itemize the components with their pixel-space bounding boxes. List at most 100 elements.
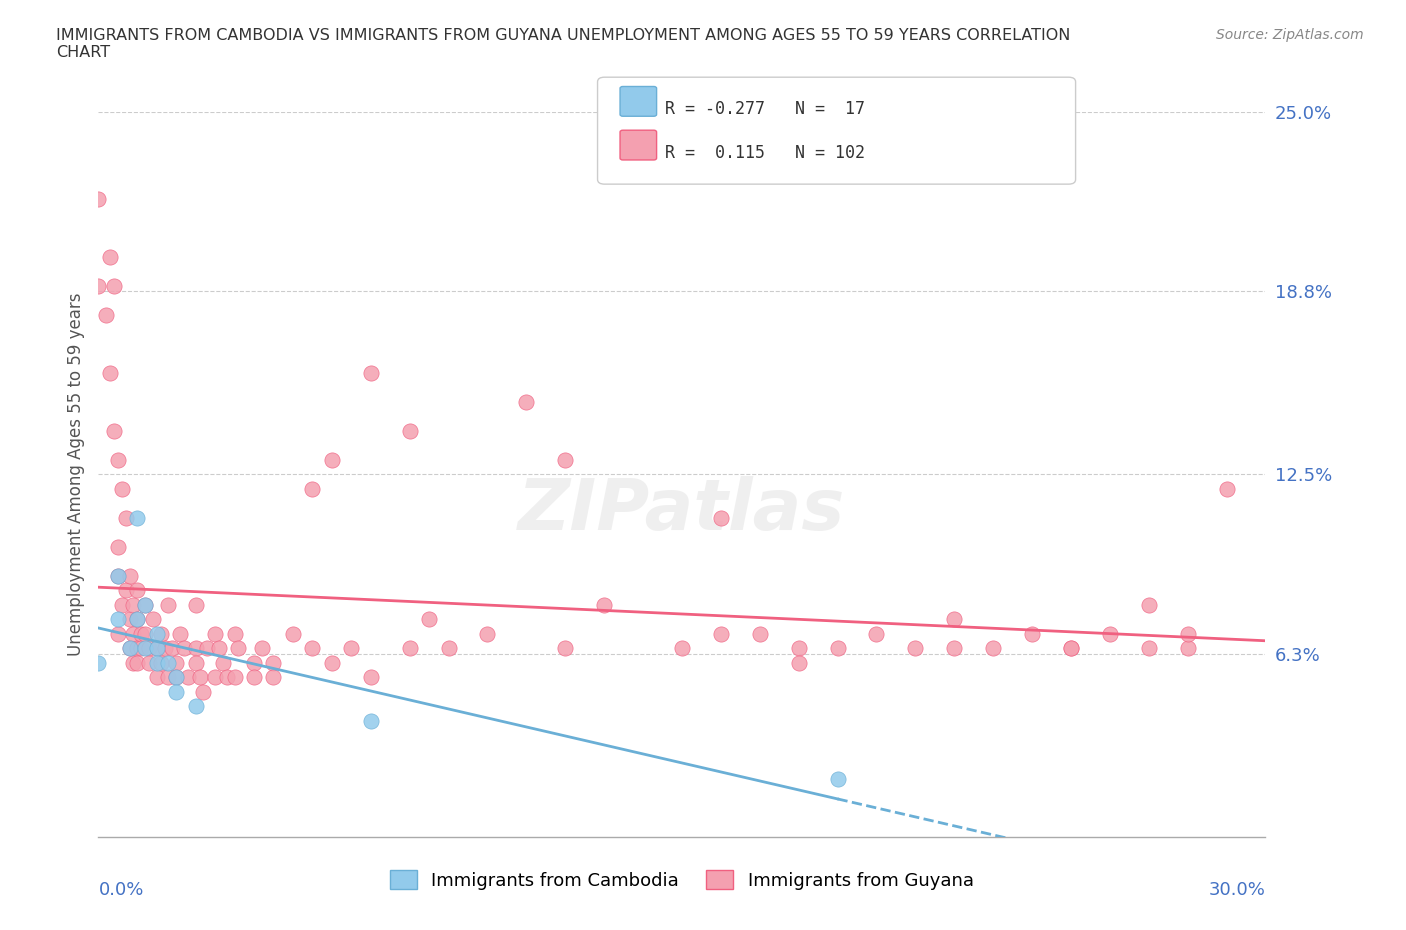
- Point: [1137, 641, 1160, 656]
- Point: [204, 627, 226, 642]
- Point: [243, 670, 266, 684]
- Point: [301, 482, 323, 497]
- Point: [1215, 482, 1237, 497]
- Point: [262, 656, 284, 671]
- Point: [477, 627, 499, 642]
- Point: [188, 670, 211, 684]
- Text: 0.0%: 0.0%: [98, 881, 143, 898]
- Point: [228, 641, 250, 656]
- Point: [671, 641, 693, 656]
- Point: [162, 641, 184, 656]
- Point: [118, 641, 141, 656]
- Point: [321, 452, 343, 467]
- Point: [827, 641, 849, 656]
- Point: [281, 627, 304, 642]
- Point: [1137, 597, 1160, 612]
- Point: [157, 597, 180, 612]
- Point: [418, 612, 440, 627]
- Point: [107, 627, 129, 642]
- Point: [114, 583, 136, 598]
- Point: [262, 670, 284, 684]
- Point: [114, 511, 136, 525]
- Point: [243, 656, 266, 671]
- Point: [360, 365, 382, 380]
- Point: [87, 278, 110, 293]
- Point: [129, 627, 152, 642]
- Text: 30.0%: 30.0%: [1209, 881, 1265, 898]
- Point: [212, 656, 235, 671]
- Text: IMMIGRANTS FROM CAMBODIA VS IMMIGRANTS FROM GUYANA UNEMPLOYMENT AMONG AGES 55 TO: IMMIGRANTS FROM CAMBODIA VS IMMIGRANTS F…: [56, 28, 1070, 60]
- Point: [127, 511, 149, 525]
- Point: [103, 423, 125, 438]
- Point: [943, 641, 966, 656]
- Legend: Immigrants from Cambodia, Immigrants from Guyana: Immigrants from Cambodia, Immigrants fro…: [382, 863, 981, 897]
- Point: [165, 656, 187, 671]
- Point: [146, 670, 169, 684]
- Point: [193, 684, 215, 699]
- Point: [787, 641, 810, 656]
- Point: [593, 597, 616, 612]
- Point: [122, 627, 145, 642]
- Point: [129, 641, 152, 656]
- Point: [710, 627, 733, 642]
- Point: [107, 539, 129, 554]
- Point: [146, 641, 169, 656]
- Y-axis label: Unemployment Among Ages 55 to 59 years: Unemployment Among Ages 55 to 59 years: [66, 293, 84, 656]
- Point: [398, 423, 420, 438]
- Point: [787, 656, 810, 671]
- Point: [169, 627, 191, 642]
- Point: [554, 641, 576, 656]
- Point: [98, 249, 121, 264]
- Point: [146, 656, 169, 671]
- Point: [142, 612, 165, 627]
- Point: [165, 684, 187, 699]
- Point: [149, 627, 172, 642]
- Point: [153, 641, 176, 656]
- Point: [118, 612, 141, 627]
- Point: [1060, 641, 1083, 656]
- Point: [1060, 641, 1083, 656]
- Point: [748, 627, 770, 642]
- Point: [98, 365, 121, 380]
- Point: [710, 511, 733, 525]
- Point: [554, 452, 576, 467]
- Point: [340, 641, 363, 656]
- Point: [184, 597, 207, 612]
- Point: [118, 568, 141, 583]
- Point: [103, 278, 125, 293]
- Text: ZIPatlas: ZIPatlas: [519, 476, 845, 545]
- Point: [515, 394, 537, 409]
- Point: [1177, 641, 1199, 656]
- Point: [184, 699, 207, 714]
- Point: [360, 670, 382, 684]
- Point: [87, 656, 110, 671]
- Point: [1021, 627, 1043, 642]
- Point: [321, 656, 343, 671]
- Point: [134, 627, 156, 642]
- Point: [165, 670, 187, 684]
- Point: [184, 641, 207, 656]
- Point: [127, 583, 149, 598]
- Point: [177, 670, 200, 684]
- Point: [87, 192, 110, 206]
- Point: [127, 612, 149, 627]
- Point: [827, 772, 849, 787]
- Point: [165, 670, 187, 684]
- Point: [122, 597, 145, 612]
- Point: [943, 612, 966, 627]
- Point: [96, 307, 118, 322]
- Point: [138, 641, 160, 656]
- Point: [107, 568, 129, 583]
- Point: [122, 656, 145, 671]
- Point: [865, 627, 887, 642]
- Point: [118, 641, 141, 656]
- Point: [146, 627, 169, 642]
- Point: [1098, 627, 1121, 642]
- Text: R =  0.115   N = 102: R = 0.115 N = 102: [665, 144, 865, 162]
- Point: [127, 641, 149, 656]
- Point: [134, 597, 156, 612]
- Point: [360, 713, 382, 728]
- Point: [208, 641, 231, 656]
- Point: [215, 670, 238, 684]
- Point: [134, 641, 156, 656]
